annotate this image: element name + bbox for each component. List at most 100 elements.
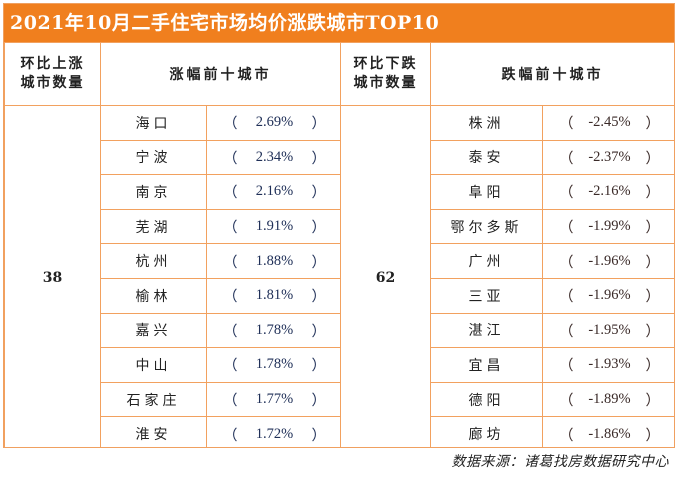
up-city-name: 中山: [100, 347, 207, 383]
table-row: 杭州 （ 1.88% ） 广州 （ -1.96% ）: [5, 243, 674, 279]
paren-close: ）: [311, 289, 327, 306]
paren-close: ）: [645, 220, 661, 237]
paren-open: （: [223, 254, 238, 271]
table-row: 宁波 （ 2.34% ） 泰安 （ -2.37% ）: [5, 139, 674, 176]
down-city-change: （ -1.96% ）: [542, 243, 674, 279]
up-city-change: （ 1.88% ）: [206, 243, 341, 279]
down-city-change: （ -2.16% ）: [542, 174, 674, 210]
paren-open: （: [559, 220, 574, 237]
paren-open: （: [559, 393, 574, 410]
paren-open: （: [223, 393, 238, 410]
table-row: 38 海口 （ 2.69% ） 62 株洲 （ -2.45% ）: [4, 105, 674, 447]
up-change-value: 1.88%: [255, 252, 294, 269]
paren-close: ）: [645, 393, 661, 410]
paren-close: ）: [311, 358, 327, 375]
up-city-change: （ 1.77% ）: [206, 381, 341, 418]
paren-close: ）: [645, 289, 661, 306]
down-city-change: （ -2.37% ）: [542, 139, 674, 176]
down-city-name: 泰安: [430, 139, 543, 176]
up-city-change: （ 2.69% ）: [206, 105, 341, 141]
down-city-name: 湛江: [430, 312, 543, 349]
table-row: 南京 （ 2.16% ） 阜阳 （ -2.16% ）: [5, 174, 674, 210]
down-change-value: -2.45%: [588, 114, 631, 131]
paren-open: （: [559, 289, 574, 306]
down-change-value: -1.96%: [588, 252, 631, 269]
paren-open: （: [559, 358, 574, 375]
table-row: 淮安 （ 1.72% ） 廊坊 （ -1.86% ）: [5, 416, 674, 447]
paren-close: ）: [645, 323, 661, 340]
up-city-name: 淮安: [100, 416, 207, 447]
paren-open: （: [559, 150, 574, 167]
paren-open: （: [559, 185, 574, 202]
down-city-name: 鄂尔多斯: [430, 208, 543, 245]
up-city-name: 南京: [100, 174, 207, 210]
down-change-value: -1.96%: [588, 287, 631, 304]
up-count-value: 38: [4, 105, 101, 447]
down-city-name: 阜阳: [430, 174, 543, 210]
down-city-name: 广州: [430, 243, 543, 279]
city-price-table: 环比上涨 城市数量 涨幅前十城市 环比下跌 城市数量 跌幅前十城市 38 海口 （ 2…: [4, 42, 674, 447]
paren-close: ）: [311, 150, 327, 167]
paren-close: ）: [311, 220, 327, 237]
down-change-value: -2.37%: [588, 148, 631, 165]
down-city-name: 廊坊: [430, 416, 543, 447]
table-row: 石家庄 （ 1.77% ） 德阳 （ -1.89% ）: [5, 381, 674, 418]
paren-close: ）: [645, 185, 661, 202]
table-row: 榆林 （ 1.81% ） 三亚 （ -1.96% ）: [5, 277, 674, 314]
paren-close: ）: [645, 150, 661, 167]
up-change-value: 1.91%: [255, 218, 294, 235]
up-city-change: （ 2.16% ）: [206, 174, 341, 210]
paren-close: ）: [311, 116, 327, 133]
paren-close: ）: [311, 427, 327, 444]
table-row: 中山 （ 1.78% ） 宜昌 （ -1.93% ）: [5, 347, 674, 383]
header-up-top: 涨幅前十城市: [100, 42, 341, 106]
up-city-change: （ 1.81% ）: [206, 277, 341, 314]
down-change-value: -2.16%: [588, 183, 631, 200]
down-change-value: -1.89%: [588, 391, 631, 408]
paren-close: ）: [645, 358, 661, 375]
up-city-name: 宁波: [100, 139, 207, 176]
up-city-name: 榆林: [100, 277, 207, 314]
header-down-count-line2: 城市数量: [353, 75, 418, 91]
header-up-count: 环比上涨 城市数量: [4, 42, 101, 106]
up-city-change: （ 2.34% ）: [206, 139, 341, 176]
header-down-top: 跌幅前十城市: [430, 42, 674, 106]
down-city-name: 德阳: [430, 381, 543, 418]
down-city-change: （ -1.99% ）: [542, 208, 674, 245]
table-row: 嘉兴 （ 1.78% ） 湛江 （ -1.95% ）: [5, 312, 674, 349]
header-up-count-line1: 环比上涨: [20, 56, 85, 72]
paren-close: ）: [645, 254, 661, 271]
paren-open: （: [559, 116, 574, 133]
table-frame: 2021年10月二手住宅市场均价涨跌城市TOP10 环比上涨 城市数量 涨幅前十…: [3, 3, 675, 448]
up-change-value: 1.78%: [255, 321, 294, 338]
paren-open: （: [223, 150, 238, 167]
paren-open: （: [223, 427, 238, 444]
down-count-value: 62: [340, 105, 431, 447]
table-header-row: 环比上涨 城市数量 涨幅前十城市 环比下跌 城市数量 跌幅前十城市: [4, 42, 674, 106]
up-change-value: 1.77%: [255, 391, 294, 408]
down-city-name: 三亚: [430, 277, 543, 314]
down-city-change: （ -1.93% ）: [542, 347, 674, 383]
paren-close: ）: [311, 393, 327, 410]
down-city-name: 株洲: [430, 105, 543, 141]
down-change-value: -1.93%: [588, 356, 631, 373]
paren-open: （: [223, 323, 238, 340]
down-city-change: （ -1.86% ）: [542, 416, 674, 447]
paren-close: ）: [311, 185, 327, 202]
down-change-value: -1.86%: [588, 425, 631, 442]
down-city-change: （ -1.89% ）: [542, 381, 674, 418]
up-change-value: 1.81%: [255, 287, 294, 304]
page-title: 2021年10月二手住宅市场均价涨跌城市TOP10: [4, 4, 674, 42]
data-source-note: 数据来源：诸葛找房数据研究中心: [451, 454, 669, 470]
up-city-name: 海口: [100, 105, 207, 141]
paren-open: （: [559, 427, 574, 444]
up-city-change: （ 1.72% ）: [206, 416, 341, 447]
down-city-change: （ -1.95% ）: [542, 312, 674, 349]
paren-open: （: [559, 254, 574, 271]
up-change-value: 2.16%: [255, 183, 294, 200]
paren-open: （: [223, 220, 238, 237]
up-change-value: 1.78%: [255, 356, 294, 373]
header-down-count-line1: 环比下跌: [353, 56, 418, 72]
paren-open: （: [223, 185, 238, 202]
up-city-change: （ 1.78% ）: [206, 312, 341, 349]
